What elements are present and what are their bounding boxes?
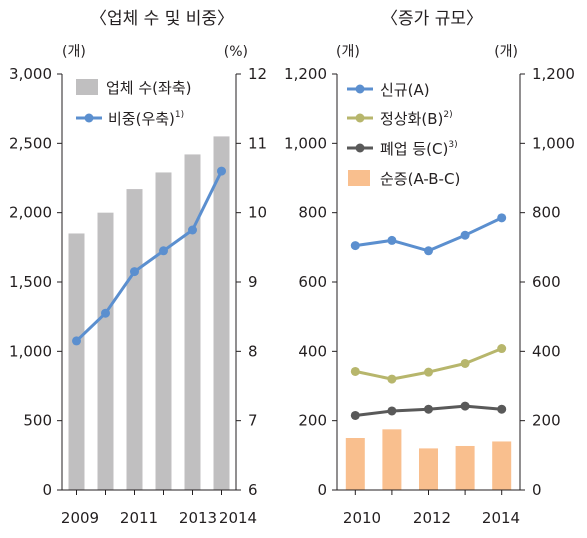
legend: 업체 수(좌축) 비중(우축)1) xyxy=(76,79,191,128)
x-tick-label: 2010 xyxy=(343,509,381,527)
data-point xyxy=(188,225,197,235)
bar xyxy=(126,189,143,491)
data-point xyxy=(72,336,81,346)
y-tick-label-right: 9 xyxy=(248,273,258,291)
bar xyxy=(345,438,365,490)
legend: 신규(A) 정상화(B)2) 폐업 등(C)3) 순증(A-B-C) xyxy=(347,81,460,188)
left-axis-unit: (개) xyxy=(62,44,86,60)
series-line xyxy=(75,170,223,342)
y-tick-label-right: 800 xyxy=(532,204,561,222)
y-tick-label-left: 200 xyxy=(298,412,327,430)
line-series xyxy=(72,166,226,346)
y-tick-label-left: 1,200 xyxy=(284,65,327,83)
line-series xyxy=(350,213,507,420)
legend-swatch-bar xyxy=(348,170,370,186)
data-point xyxy=(460,230,470,240)
x-tick-label: 2011 xyxy=(120,509,158,527)
legend-label: 순증(A-B-C) xyxy=(380,170,460,188)
legend-label: 정상화(B)2) xyxy=(380,110,453,128)
bar-series xyxy=(68,136,230,491)
y-tick-label-left: 500 xyxy=(23,412,52,430)
data-point xyxy=(387,374,397,384)
legend-swatch-marker xyxy=(355,113,365,123)
data-point xyxy=(350,410,360,420)
data-point xyxy=(424,367,433,377)
data-point xyxy=(159,246,168,256)
y-tick-label-left: 2,500 xyxy=(9,134,52,152)
data-point xyxy=(424,246,433,256)
y-tick-label-right: 0 xyxy=(532,481,542,499)
x-tick-label: 2012 xyxy=(413,509,451,527)
axes: 0 500 1,000 1,500 2,000 2,500 3,000 6 7 8 9 10 11 12 2… xyxy=(9,65,267,527)
panel-business-count: 〈업체 수 및 비중〉 (개) (%) 0 500 1,000 1,500 2,000 2… xyxy=(9,9,267,527)
legend-swatch-marker xyxy=(84,113,94,123)
data-point xyxy=(350,366,360,376)
data-point xyxy=(497,213,507,223)
data-point xyxy=(387,235,397,245)
right-axis-unit: (개) xyxy=(494,44,518,60)
bar xyxy=(155,172,172,490)
bar xyxy=(455,445,475,490)
series-line xyxy=(355,216,503,253)
data-point xyxy=(460,401,470,411)
axes: 0 200 400 600 800 1,000 1,200 0 200 400 600 800 1,00… xyxy=(284,65,575,527)
y-tick-label-right: 1,000 xyxy=(532,134,575,152)
y-tick-label-right: 400 xyxy=(532,342,561,360)
legend-label: 신규(A) xyxy=(380,81,430,99)
data-point xyxy=(350,241,360,251)
y-tick-label-left: 800 xyxy=(298,204,327,222)
y-tick-label-right: 10 xyxy=(248,204,267,222)
y-tick-label-right: 6 xyxy=(248,481,258,499)
bar xyxy=(382,429,402,490)
bar xyxy=(492,441,512,490)
legend-swatch-marker xyxy=(355,143,365,153)
y-tick-label-right: 200 xyxy=(532,412,561,430)
y-tick-label-right: 7 xyxy=(248,412,258,430)
left-axis-unit: (개) xyxy=(336,44,360,60)
y-tick-label-right: 600 xyxy=(532,273,561,291)
panel-title: 〈증가 규모〉 xyxy=(381,9,483,29)
legend-swatch-bar xyxy=(76,79,98,95)
data-point xyxy=(101,308,110,318)
right-axis-unit: (%) xyxy=(224,44,248,60)
x-tick-label: 2013 xyxy=(179,509,217,527)
x-tick-label: 2014 xyxy=(482,509,520,527)
y-tick-label-right: 12 xyxy=(248,65,267,83)
data-point xyxy=(217,166,226,176)
y-tick-label-left: 400 xyxy=(298,342,327,360)
legend-label: 업체 수(좌축) xyxy=(106,79,191,97)
y-tick-label-left: 3,000 xyxy=(9,65,52,83)
data-point xyxy=(460,358,470,368)
x-tick-label: 2009 xyxy=(61,509,99,527)
y-tick-label-left: 1,000 xyxy=(9,342,52,360)
y-tick-label-left: 0 xyxy=(42,481,52,499)
bar-series xyxy=(345,429,512,490)
data-point xyxy=(497,404,507,414)
y-tick-label-left: 0 xyxy=(317,481,327,499)
y-tick-label-right: 11 xyxy=(248,134,267,152)
panel-title: 〈업체 수 및 비중〉 xyxy=(90,9,234,29)
y-tick-label-left: 600 xyxy=(298,273,327,291)
bar xyxy=(97,212,114,490)
bar xyxy=(68,233,85,490)
data-point xyxy=(130,267,139,277)
x-tick-label: 2014 xyxy=(219,509,257,527)
y-tick-label-left: 2,000 xyxy=(9,204,52,222)
y-tick-label-left: 1,500 xyxy=(9,273,52,291)
bar xyxy=(213,136,230,490)
data-point xyxy=(424,404,433,414)
legend-label: 폐업 등(C)3) xyxy=(380,140,458,158)
data-point xyxy=(497,344,507,354)
panel-increase-size: 〈증가 규모〉 (개) (개) 02004006008001,0001,2000… xyxy=(284,9,575,527)
y-tick-label-right: 8 xyxy=(248,342,258,360)
bar xyxy=(184,154,201,490)
y-tick-label-right: 1,200 xyxy=(532,65,575,83)
data-point xyxy=(387,406,397,416)
legend-swatch-marker xyxy=(355,84,365,94)
y-tick-label-left: 1,000 xyxy=(284,134,327,152)
bar xyxy=(419,448,438,490)
legend-label: 비중(우축)1) xyxy=(108,110,184,128)
